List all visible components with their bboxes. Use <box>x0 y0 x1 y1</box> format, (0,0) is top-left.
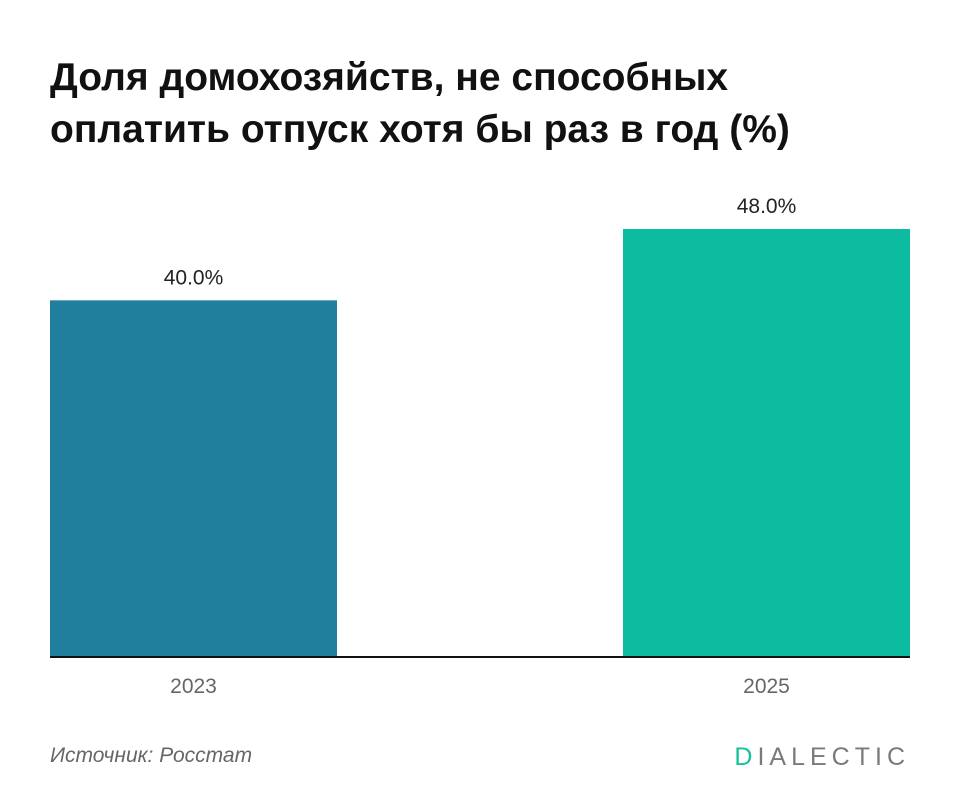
source-note: Источник: Росстат <box>50 744 253 767</box>
x-tick-label-2023: 2023 <box>170 675 217 698</box>
chart-title-line-1: Доля домохозяйств, не способных <box>50 56 729 99</box>
value-label-2023: 40.0% <box>164 266 224 289</box>
chart-title: Доля домохозяйств, не способных оплатить… <box>50 52 920 156</box>
bar-2025 <box>623 229 910 657</box>
brand-logo: DIALECTIC <box>734 743 910 772</box>
brand-logo-rest: IALECTIC <box>757 743 910 771</box>
x-tick-label-2025: 2025 <box>743 675 790 698</box>
brand-logo-accent: D <box>734 743 758 771</box>
chart-title-line-2: оплатить отпуск хотя бы раз в год (%) <box>50 108 790 151</box>
value-label-2025: 48.0% <box>737 195 797 218</box>
bar-2023 <box>50 300 337 657</box>
